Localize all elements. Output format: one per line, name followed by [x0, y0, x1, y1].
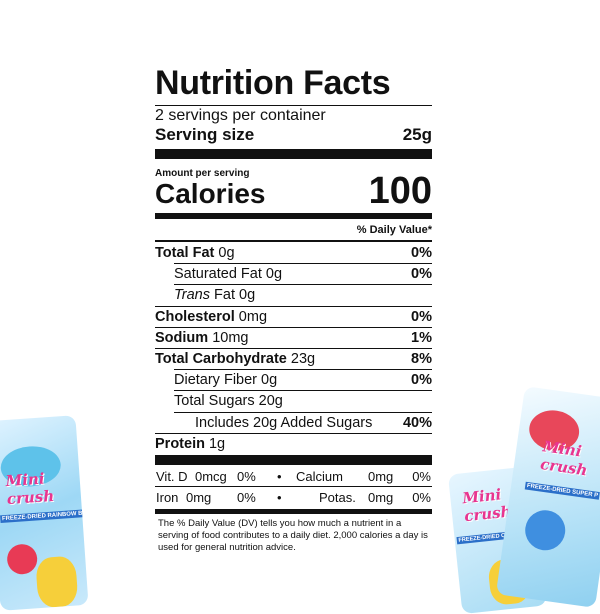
nutrient-text: Saturated Fat 0g — [174, 264, 282, 285]
rule-thick — [155, 455, 432, 465]
nutrient-amount: 0g — [265, 266, 283, 283]
nutrient-text: Trans Fat 0g — [174, 285, 255, 306]
serving-size-label: Serving size — [155, 125, 255, 144]
rule — [155, 509, 432, 514]
row-rule — [174, 369, 432, 371]
micro-amount: 0mcg — [195, 469, 227, 484]
nutrient-name: Fat — [214, 287, 235, 304]
micro-dv: 0% — [237, 489, 256, 505]
nutrient-text: Total Sugars 20g — [174, 391, 283, 412]
row-rule — [174, 263, 432, 265]
row-rule — [155, 486, 432, 487]
micro-amount: 0mg — [186, 489, 212, 505]
nutrient-name: Includes 20g Added Sugars — [195, 414, 373, 431]
nutrient-amount: 20g — [258, 393, 283, 410]
micronutrient-row: Vit. D 0mcg 0% • Calcium 0mg 0% — [155, 467, 432, 487]
nutrient-dv: 0% — [411, 266, 432, 283]
micro-dv: 0% — [237, 469, 256, 484]
row-rule — [174, 284, 432, 286]
nutrient-amount: 23g — [290, 351, 316, 367]
nutrient-name-italic: Trans — [174, 287, 210, 304]
micro-amount: 0mg — [368, 469, 394, 484]
micro-amount: 0mg — [368, 489, 394, 505]
nutrient-name: Protein — [155, 435, 205, 452]
dv-header: % Daily Value* — [356, 224, 432, 236]
micronutrient-row: Iron 0mg 0% • Potas. 0mg 0% — [155, 488, 432, 508]
micro-dv: 0% — [412, 489, 431, 505]
bullet: • — [277, 489, 282, 505]
nutrient-amount: 0g — [239, 287, 256, 304]
package-art — [35, 555, 79, 609]
nutrient-name: Total Carbohydrate — [155, 351, 287, 367]
package-flavor: FREEZE-DRIED SUPER P — [524, 481, 600, 500]
nutrient-text: Dietary Fiber 0g — [174, 370, 277, 391]
serving-size-value: 25g — [402, 125, 432, 144]
nutrient-name: Cholesterol — [155, 308, 235, 325]
micro-name: Iron — [156, 489, 179, 505]
package: Mini crush FREEZE-DRIED RAINBOW BITES — [0, 415, 89, 611]
nutrient-text: Total Carbohydrate 23g — [155, 349, 315, 370]
nutrient-dv: 0% — [411, 372, 432, 389]
nutrient-name: Total Sugars — [174, 393, 255, 410]
micro-name: Potas. — [319, 489, 356, 505]
row-rule — [174, 411, 432, 413]
rule — [155, 105, 432, 106]
label-title: Nutrition Facts — [155, 64, 391, 102]
calories-value: 100 — [368, 170, 432, 212]
nutrient-row: Saturated Fat 0g 0% — [155, 264, 432, 286]
nutrient-row: Protein 1g — [155, 434, 432, 455]
package-brand: Mini crush — [5, 469, 55, 509]
package-flavor: FREEZE-DRIED RAINBOW BITES — [0, 508, 89, 523]
nutrient-amount: 1g — [208, 435, 226, 452]
nutrient-text: Protein 1g — [155, 434, 225, 455]
row-rule — [155, 305, 432, 307]
nutrient-row: Sodium 10mg 1% — [155, 328, 432, 349]
nutrient-row: Dietary Fiber 0g 0% — [155, 370, 432, 392]
micro-name: Calcium — [296, 469, 343, 484]
package-art — [6, 543, 39, 576]
calories-label: Calories — [155, 178, 266, 209]
nutrient-dv: 0% — [411, 308, 432, 325]
micro-dv: 0% — [412, 469, 431, 484]
rule-thick — [155, 213, 432, 219]
bullet: • — [277, 469, 282, 484]
row-rule — [155, 432, 432, 434]
nutrient-amount: 0mg — [238, 308, 268, 325]
nutrient-dv: 0% — [411, 245, 432, 261]
package: Mini crush FREEZE-DRIED SUPER P — [495, 386, 600, 608]
rule-thick — [155, 149, 432, 159]
nutrient-name: Dietary Fiber — [174, 372, 257, 389]
nutrient-dv: 40% — [402, 414, 432, 431]
footnote: The % Daily Value (DV) tells you how muc… — [158, 518, 428, 553]
nutrient-amount: 0g — [218, 245, 235, 261]
nutrient-text: Sodium 10mg — [155, 328, 248, 349]
row-rule — [174, 390, 432, 392]
nutrient-amount: 0g — [261, 372, 278, 389]
servings: 2 servings per container — [155, 107, 326, 124]
nutrient-text: Includes 20g Added Sugars — [195, 413, 372, 434]
nutrient-amount: 10mg — [212, 329, 249, 346]
nutrient-row: Cholesterol 0mg 0% — [155, 307, 432, 328]
nutrient-row: Trans Fat 0g — [155, 285, 432, 307]
nutrient-row: Total Carbohydrate 23g 8% — [155, 349, 432, 371]
package-art — [522, 507, 568, 553]
row-rule — [155, 347, 432, 349]
amount-per-serving: Amount per serving — [155, 168, 250, 179]
page: Mini crush FREEZE-DRIED RAINBOW BITES Mi… — [0, 64, 600, 614]
row-rule — [155, 326, 432, 328]
nutrient-row: Includes 20g Added Sugars 40% — [155, 413, 432, 434]
nutrient-text: Total Fat 0g — [155, 243, 235, 264]
nutrient-row: Total Fat 0g 0% — [155, 243, 432, 265]
nutrient-name: Total Fat — [155, 245, 215, 261]
micro-name: Vit. D — [156, 469, 188, 484]
nutrient-row: Total Sugars 20g — [155, 391, 432, 413]
nutrient-text: Cholesterol 0mg — [155, 307, 267, 328]
nutrient-dv: 8% — [411, 351, 432, 367]
nutrient-name: Sodium — [155, 329, 209, 346]
package-brand: Mini crush — [539, 437, 589, 480]
nutrient-name: Saturated Fat — [174, 266, 262, 283]
rule — [155, 240, 432, 242]
nutrient-dv: 1% — [411, 329, 432, 346]
